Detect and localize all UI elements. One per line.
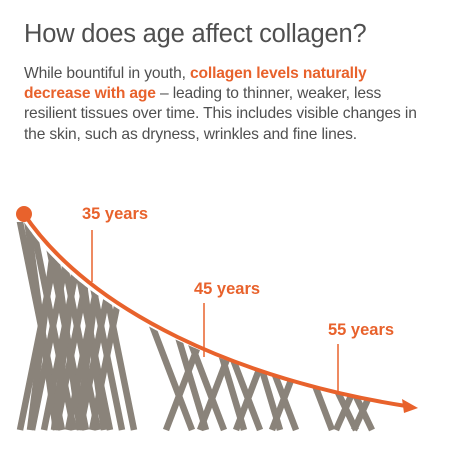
label-45-years: 45 years xyxy=(194,280,261,298)
intro-rest: – leading to thinner, weaker, less resil… xyxy=(24,85,417,143)
fiber-strand xyxy=(286,318,336,432)
intro-lead: While bountiful in youth, xyxy=(24,65,186,82)
label-35-years: 35 years xyxy=(82,205,149,223)
collagen-fibers-illustration xyxy=(14,222,377,432)
start-dot xyxy=(16,206,32,222)
fiber-strand xyxy=(146,318,196,432)
label-55-years: 55 years xyxy=(328,321,395,339)
intro-paragraph: While bountiful in youth, collagen level… xyxy=(24,64,434,145)
arrow-head-icon xyxy=(402,399,418,413)
decline-curve xyxy=(22,212,408,408)
page-title: How does age affect collagen? xyxy=(24,20,367,48)
intro-highlight: collagen levels naturally decrease with … xyxy=(24,65,367,103)
fiber-strand xyxy=(172,329,210,431)
